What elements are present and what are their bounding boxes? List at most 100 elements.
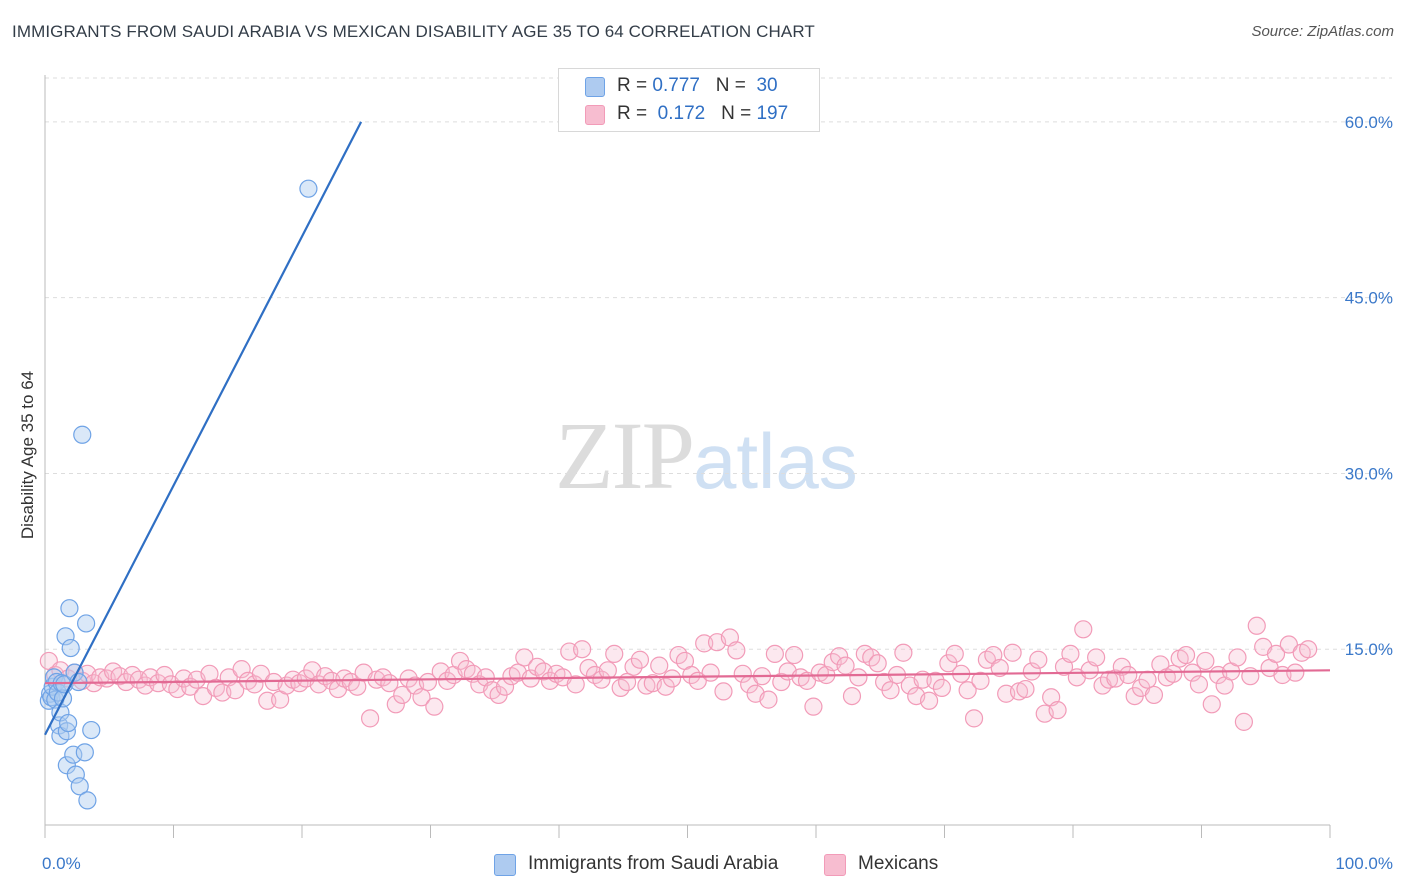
x-tick-label: 100.0% xyxy=(1335,854,1393,873)
mexicans-point xyxy=(881,681,900,700)
mexicans-point xyxy=(804,697,823,716)
mexicans-point xyxy=(1119,665,1138,685)
mexicans-point xyxy=(1074,620,1093,639)
saudi-point xyxy=(73,425,92,444)
mexicans-point xyxy=(1164,664,1183,683)
mexicans-point xyxy=(418,672,438,692)
chart-title: IMMIGRANTS FROM SAUDI ARABIA VS MEXICAN … xyxy=(12,22,815,41)
mexicans-point xyxy=(1202,695,1221,714)
mexicans-point xyxy=(765,644,784,664)
y-tick-label: 30.0% xyxy=(1345,464,1393,483)
x-tick-label: 0.0% xyxy=(42,854,81,873)
gridlines xyxy=(45,77,1392,650)
mexicans-point xyxy=(515,648,534,667)
mexicans-point xyxy=(1087,648,1106,667)
watermark: ZIPatlas xyxy=(555,400,858,511)
mexicans-point xyxy=(1003,643,1022,662)
mexicans-point xyxy=(894,643,913,662)
mexicans-point xyxy=(945,644,964,664)
mexicans-point xyxy=(939,654,958,673)
mexicans-point xyxy=(258,691,277,710)
mexicans-point xyxy=(573,640,592,659)
saudi-point xyxy=(66,765,85,784)
mexicans-point xyxy=(624,657,643,676)
legend-swatch-saudi xyxy=(585,77,605,97)
mexicans-point xyxy=(251,664,270,683)
y-tick-label: 15.0% xyxy=(1345,640,1393,659)
mexicans-point xyxy=(1061,644,1080,664)
mexicans-point xyxy=(193,686,213,706)
mexicans-point xyxy=(772,672,791,692)
mexicans-point xyxy=(1016,679,1035,699)
mexicans-point xyxy=(727,641,746,660)
mexicans-point xyxy=(932,678,952,697)
mexicans-point xyxy=(605,644,624,664)
saudi-point xyxy=(60,599,79,618)
mexicans-point xyxy=(1029,650,1048,669)
mexicans-point xyxy=(1234,712,1254,731)
tick-labels: 15.0% 30.0% 45.0% 60.0% 0.0% 100.0% xyxy=(42,113,1393,873)
mexicans-point xyxy=(393,685,412,705)
saudi-point xyxy=(82,720,101,740)
saudi-point xyxy=(299,179,318,198)
saudi-point xyxy=(78,791,97,810)
mexicans-point xyxy=(566,675,585,694)
y-tick-label: 60.0% xyxy=(1345,113,1393,132)
mexicans-point xyxy=(155,665,174,685)
mexicans-point xyxy=(1196,651,1215,671)
mexicans-point xyxy=(1247,616,1266,635)
mexicans-point xyxy=(1299,640,1318,659)
mexicans-point xyxy=(1138,670,1157,689)
mexicans-point xyxy=(618,672,637,692)
mexicans-point xyxy=(971,671,990,690)
saudi-trend-line xyxy=(44,121,363,736)
source-label: Source: ZipAtlas.com xyxy=(1251,23,1394,40)
mexicans-point xyxy=(733,664,752,683)
watermark-atlas: atlas xyxy=(693,417,858,505)
bottom-legend-label-mexicans: Mexicans xyxy=(858,853,939,874)
trend-lines xyxy=(44,121,1331,736)
mexicans-point xyxy=(695,634,714,653)
mexicans-trend-line xyxy=(44,669,1331,685)
mexicans-point xyxy=(1266,644,1286,664)
mexicans-point xyxy=(425,697,444,716)
mexicans-point xyxy=(868,654,887,673)
mexicans-point xyxy=(598,661,617,680)
mexicans-point xyxy=(759,690,778,709)
correlation-legend: R = 0.777 N = 30 R = 0.172 N = 197 xyxy=(558,68,820,132)
mexicans-point xyxy=(1144,685,1164,705)
mexicans-point xyxy=(1176,645,1196,665)
mexicans-point xyxy=(412,688,431,707)
mexicans-point xyxy=(361,709,380,728)
mexicans-point xyxy=(630,650,650,669)
mexicans-point xyxy=(386,695,405,714)
bottom-legend-label-saudi: Immigrants from Saudi Arabia xyxy=(528,853,779,874)
mexicans-point xyxy=(650,656,669,675)
mexicans-point xyxy=(958,681,977,700)
mexicans-point xyxy=(990,658,1009,678)
mexicans-point xyxy=(849,668,868,687)
y-tick-label: 45.0% xyxy=(1345,289,1393,308)
bottom-legend-swatch-saudi xyxy=(494,854,516,876)
saudi-point xyxy=(59,713,78,733)
mexicans-point xyxy=(714,682,733,701)
mexicans-point xyxy=(919,691,939,710)
saudi-point xyxy=(61,638,80,658)
saudi-point xyxy=(56,627,75,646)
mexicans-point xyxy=(926,671,945,690)
mexicans-point xyxy=(842,686,862,706)
mexicans-point xyxy=(830,647,849,666)
saudi-point xyxy=(75,743,94,762)
watermark-zip: ZIP xyxy=(555,402,695,509)
saudi-point xyxy=(77,614,96,633)
mexicans-point xyxy=(785,645,804,665)
bottom-legend-swatch-mexicans xyxy=(824,854,846,876)
saudi-points xyxy=(39,179,318,810)
saudi-point xyxy=(64,745,83,764)
mexicans-point xyxy=(1279,635,1298,654)
mexicans-point xyxy=(1022,662,1041,681)
mexicans-point xyxy=(592,670,611,689)
mexicans-point xyxy=(1228,648,1247,667)
mexicans-point xyxy=(701,663,720,682)
